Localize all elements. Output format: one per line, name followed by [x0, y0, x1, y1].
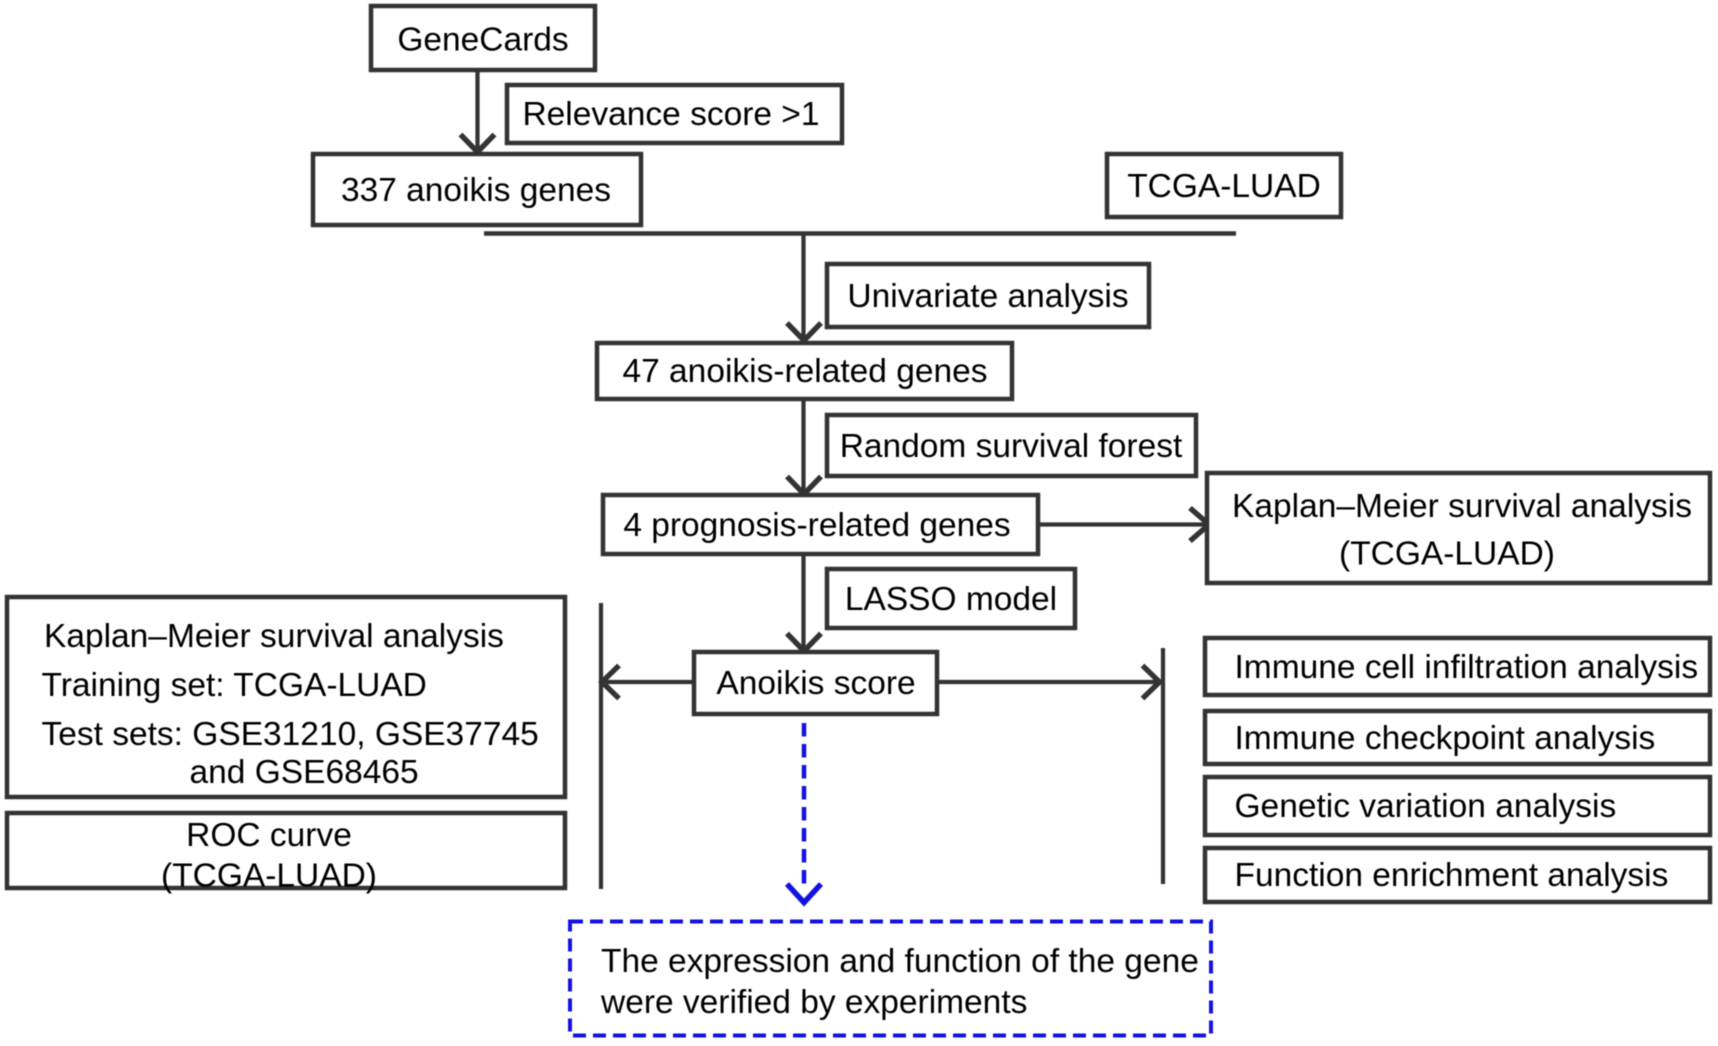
svg-text:Immune cell infiltration analy: Immune cell infiltration analysis [1235, 649, 1699, 686]
svg-text:Training set: TCGA-LUAD: Training set: TCGA-LUAD [42, 667, 427, 704]
svg-text:and GSE68465: and GSE68465 [190, 754, 419, 791]
svg-text:Kaplan–Meier survival analysis: Kaplan–Meier survival analysis [44, 618, 504, 655]
svg-text:337 anoikis genes: 337 anoikis genes [341, 172, 611, 209]
svg-text:were verified by experiments: were verified by experiments [600, 984, 1027, 1021]
svg-text:Anoikis score: Anoikis score [716, 665, 915, 702]
svg-text:Test sets: GSE31210, GSE37745: Test sets: GSE31210, GSE37745 [42, 716, 539, 753]
svg-text:(TCGA-LUAD): (TCGA-LUAD) [1339, 536, 1555, 573]
svg-text:GeneCards: GeneCards [397, 22, 568, 59]
svg-text:ROC curve: ROC curve [186, 817, 352, 854]
svg-text:LASSO model: LASSO model [845, 581, 1057, 618]
svg-text:Univariate analysis: Univariate analysis [847, 278, 1128, 315]
svg-text:TCGA-LUAD: TCGA-LUAD [1127, 168, 1321, 205]
svg-text:Relevance score >1: Relevance score >1 [522, 96, 819, 133]
svg-text:Immune checkpoint analysis: Immune checkpoint analysis [1235, 720, 1656, 757]
svg-text:Random survival forest: Random survival forest [840, 428, 1183, 465]
svg-text:47 anoikis-related genes: 47 anoikis-related genes [622, 353, 987, 390]
svg-text:Genetic variation analysis: Genetic variation analysis [1235, 788, 1617, 825]
svg-text:Kaplan–Meier survival analysis: Kaplan–Meier survival analysis [1232, 488, 1692, 525]
svg-text:4 prognosis-related genes: 4 prognosis-related genes [623, 507, 1010, 544]
svg-text:Function enrichment analysis: Function enrichment analysis [1235, 857, 1669, 894]
svg-text:The expression and function of: The expression and function of the gene [601, 943, 1199, 980]
svg-text:(TCGA-LUAD): (TCGA-LUAD) [161, 858, 377, 895]
